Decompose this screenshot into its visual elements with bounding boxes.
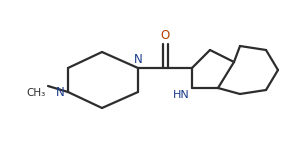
Text: N: N	[134, 53, 142, 66]
Text: CH₃: CH₃	[27, 88, 46, 98]
Text: HN: HN	[173, 90, 190, 100]
Text: N: N	[56, 85, 65, 99]
Text: O: O	[160, 29, 170, 42]
